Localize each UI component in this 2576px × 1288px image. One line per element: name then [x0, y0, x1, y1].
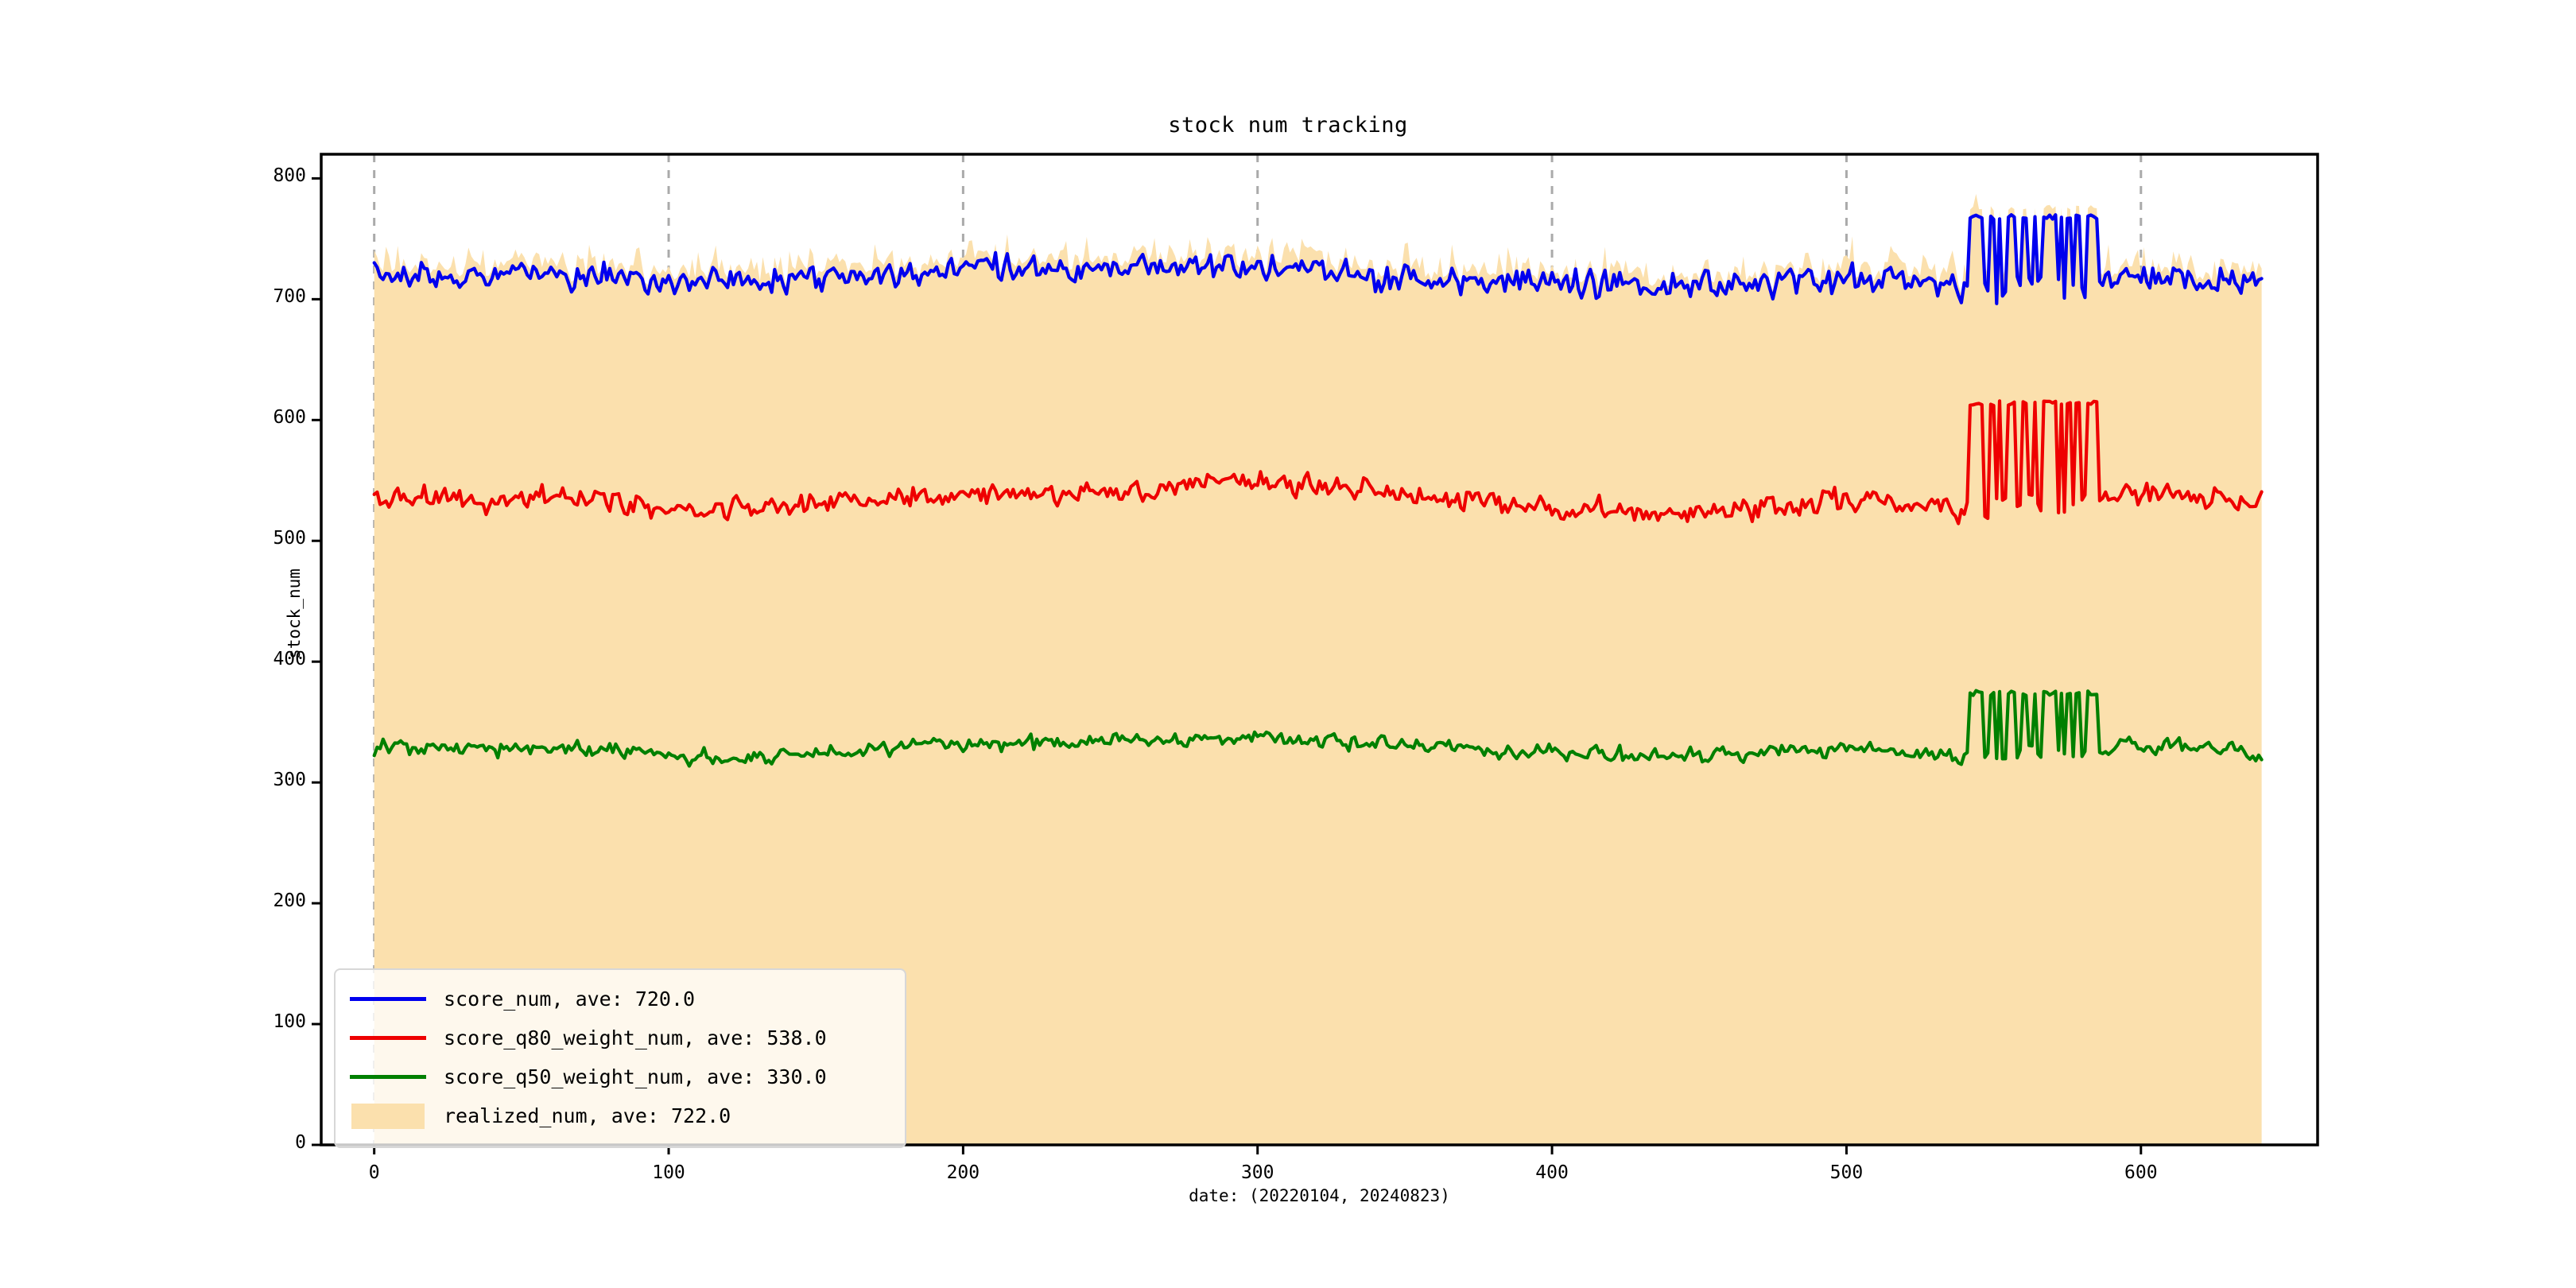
y-tick-label: 200: [273, 890, 306, 912]
y-tick-label: 500: [273, 528, 306, 549]
x-tick-label: 600: [2124, 1162, 2158, 1183]
series-line-score-num: [372, 213, 2264, 305]
y-tick-label: 100: [273, 1011, 306, 1033]
chart-legend: score_num, ave: 720.0 score_q80_weight_nu…: [334, 968, 906, 1148]
legend-swatch-fill: [350, 1036, 426, 1040]
x-tick-label: 300: [1240, 1162, 1274, 1183]
axes-frame: [320, 153, 2319, 1146]
x-tick-label: 500: [1829, 1162, 1864, 1183]
legend-item: score_q80_weight_num, ave: 538.0: [350, 1018, 890, 1057]
y-tick-label: 700: [273, 286, 306, 308]
legend-item-label: score_num, ave: 720.0: [444, 987, 696, 1011]
legend-swatch-patch: [350, 1103, 426, 1130]
y-tick-label: 600: [273, 407, 306, 429]
x-tick-label: 200: [946, 1162, 980, 1183]
legend-item-label: realized_num, ave: 722.0: [444, 1104, 731, 1127]
legend-swatch-line: [350, 1064, 426, 1091]
legend-swatch-line: [350, 986, 426, 1013]
series-line-score-q80-weight-num: [372, 399, 2264, 526]
x-tick-label: 100: [652, 1162, 685, 1183]
y-tick-label: 0: [295, 1132, 306, 1153]
x-axis-label: date: (20220104, 20240823): [1189, 1186, 1450, 1205]
x-tick-label: 0: [368, 1162, 380, 1183]
legend-item: realized_num, ave: 722.0: [350, 1096, 890, 1135]
legend-swatch-line: [350, 1025, 426, 1052]
y-tick-label: 800: [273, 165, 306, 187]
legend-item-label: score_q80_weight_num, ave: 538.0: [444, 1026, 827, 1049]
y-tick-label: 300: [273, 770, 306, 791]
x-tick-label: 400: [1535, 1162, 1569, 1183]
legend-item: score_q50_weight_num, ave: 330.0: [350, 1057, 890, 1096]
legend-swatch-fill: [351, 1103, 425, 1129]
series-area-realized-num: [374, 193, 2262, 1145]
series-line-score-q50-weight-num: [372, 689, 2264, 768]
legend-item-label: score_q50_weight_num, ave: 330.0: [444, 1065, 827, 1088]
y-tick-label: 400: [273, 649, 306, 670]
legend-item: score_num, ave: 720.0: [350, 980, 890, 1018]
chart-title: stock num tracking: [1168, 113, 1408, 138]
legend-swatch-fill: [350, 997, 426, 1001]
legend-swatch-fill: [350, 1075, 426, 1079]
